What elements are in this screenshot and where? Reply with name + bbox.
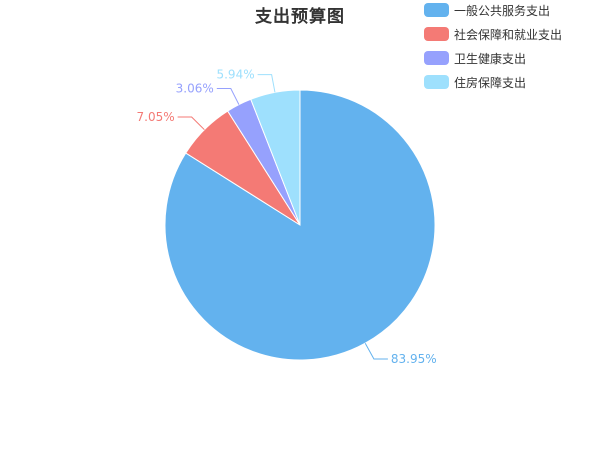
legend-swatch: [424, 75, 449, 89]
legend: 一般公共服务支出 社会保障和就业支出 卫生健康支出 住房保障支出: [424, 3, 562, 99]
leader-line-social-security: [177, 116, 205, 131]
legend-label: 卫生健康支出: [454, 51, 527, 66]
legend-label: 一般公共服务支出: [454, 3, 551, 18]
legend-swatch: [424, 27, 449, 41]
data-label-housing: 5.94%: [216, 68, 254, 82]
legend-item-health[interactable]: 卫生健康支出: [424, 51, 562, 66]
leader-line-health: [216, 88, 240, 105]
chart-title: 支出预算图: [255, 7, 345, 27]
legend-item-general-public-services[interactable]: 一般公共服务支出: [424, 3, 562, 18]
leader-line-general-public-services: [364, 342, 388, 360]
leader-line-housing: [257, 74, 276, 93]
legend-swatch: [424, 3, 449, 17]
legend-swatch: [424, 51, 449, 65]
data-label-general-public-services: 83.95%: [391, 352, 437, 366]
legend-item-housing[interactable]: 住房保障支出: [424, 75, 562, 90]
legend-item-social-security[interactable]: 社会保障和就业支出: [424, 27, 563, 42]
data-label-social-security: 7.05%: [137, 110, 175, 124]
pie-slice-housing[interactable]: [250, 89, 301, 226]
legend-label: 社会保障和就业支出: [454, 27, 563, 42]
legend-label: 住房保障支出: [454, 75, 527, 90]
data-label-health: 3.06%: [176, 82, 214, 96]
